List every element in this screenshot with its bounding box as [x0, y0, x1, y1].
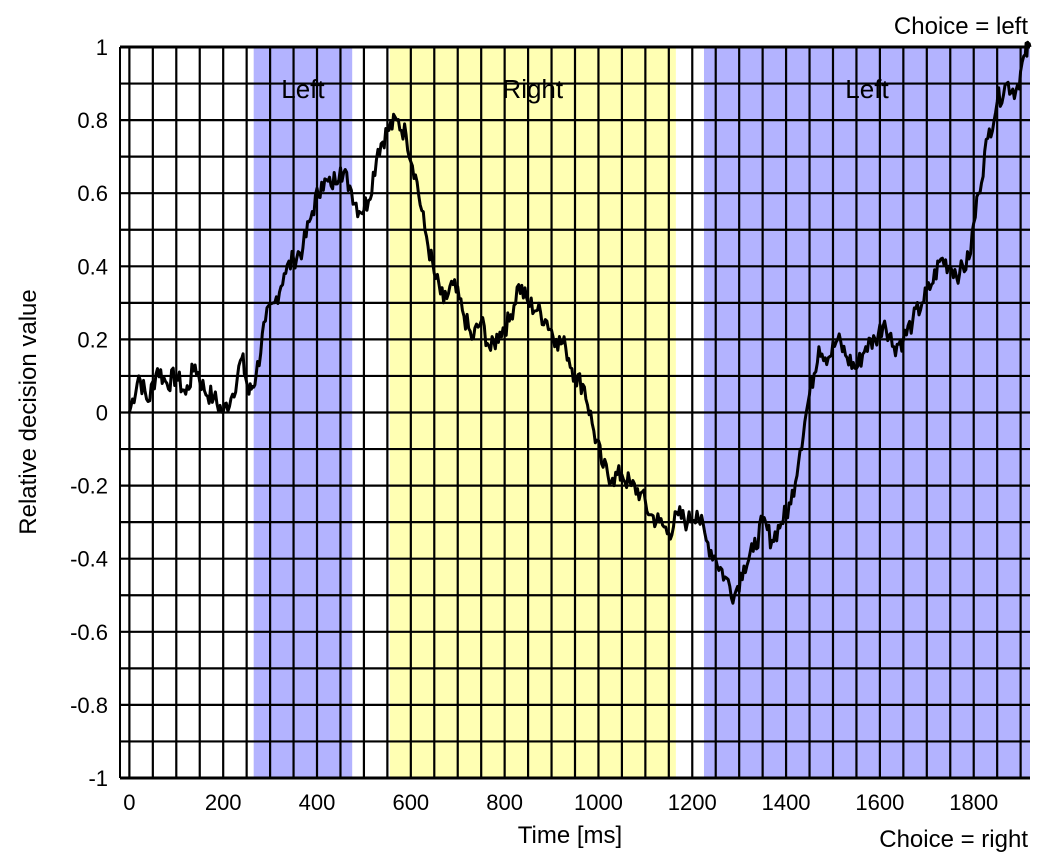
y-tick-label: 0.8	[77, 108, 108, 133]
y-tick-label: 0.6	[77, 181, 108, 206]
x-tick-label: 800	[486, 790, 523, 815]
series-line-0	[127, 40, 1032, 605]
y-tick-label: 0.4	[77, 254, 108, 279]
y-tick-label: -0.6	[70, 620, 108, 645]
y-tick-label: -1	[88, 766, 108, 791]
x-axis-title: Time [ms]	[518, 822, 622, 849]
x-tick-label: 600	[392, 790, 429, 815]
region-label-2: Left	[845, 74, 889, 104]
x-tick-label: 0	[123, 790, 135, 815]
x-tick-label: 200	[205, 790, 242, 815]
region-label-1: Right	[502, 74, 563, 104]
series-layer	[127, 40, 1032, 605]
y-tick-label: 0	[96, 401, 108, 426]
y-axis-title: Relative decision value	[15, 289, 42, 534]
choice-right-annotation: Choice = right	[879, 826, 1028, 853]
y-tick-label: -0.2	[70, 474, 108, 499]
axes-frame	[119, 45, 1030, 780]
x-tick-label: 1800	[949, 790, 998, 815]
y-tick-label: -0.4	[70, 547, 108, 572]
tick-labels: -1 -0.8 -0.6 -0.4 -0.2 0 0.2 0.4 0.6 0.8 1 0 200 400 6…	[70, 35, 998, 815]
region-labels: Left Right Left	[281, 74, 889, 104]
x-tick-label: 1400	[762, 790, 811, 815]
x-tick-label: 1000	[574, 790, 623, 815]
y-tick-label: -0.8	[70, 693, 108, 718]
x-tick-label: 1600	[855, 790, 904, 815]
choice-left-annotation: Choice = left	[894, 13, 1028, 40]
x-tick-label: 400	[299, 790, 336, 815]
y-tick-label: 1	[96, 35, 108, 60]
x-tick-label: 1200	[668, 790, 717, 815]
grid-lines	[120, 45, 1030, 780]
region-label-0: Left	[281, 74, 325, 104]
y-tick-label: 0.2	[77, 327, 108, 352]
